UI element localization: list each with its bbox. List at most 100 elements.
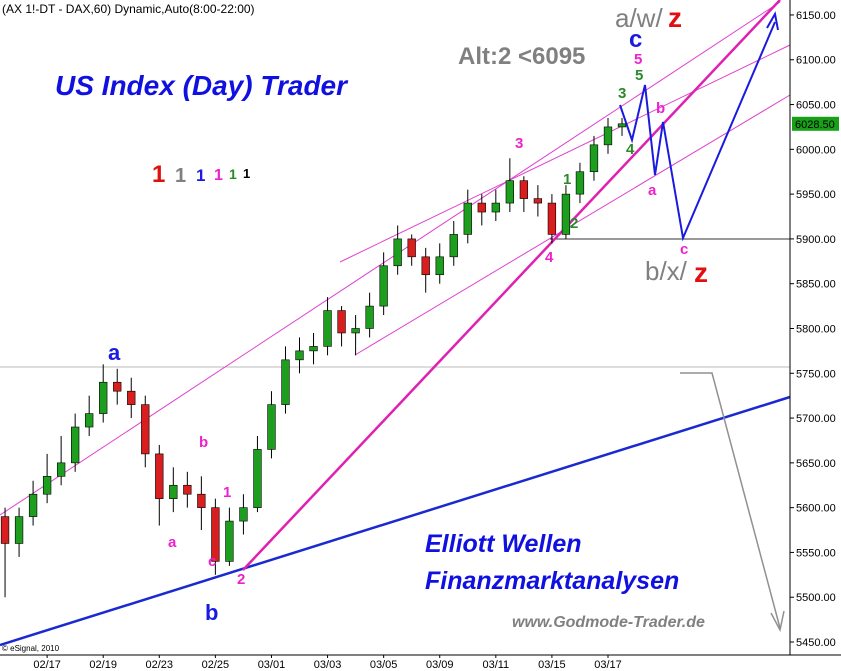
wave-degree: 1 [243, 166, 250, 181]
axes: 5450.00 5500.00 5550.00 5600.00 5650.00 5700.… [33, 10, 839, 671]
wave-label: 5 [634, 51, 642, 68]
y-tick-label: 6100.00 [796, 55, 836, 67]
y-tick-label: 5850.00 [796, 279, 836, 291]
wave-label: b [656, 100, 665, 117]
website: www.Godmode-Trader.de [512, 614, 705, 631]
x-tick-label: 03/03 [314, 659, 342, 671]
candle-body [183, 484, 192, 495]
candle-body [14, 516, 24, 544]
candle-body [379, 265, 388, 307]
copyright: © eSignal, 2010 [2, 644, 60, 653]
candle-body [435, 256, 444, 276]
candle-body [99, 381, 108, 414]
wave-label: 3 [515, 135, 523, 152]
y-tick-label: 6150.00 [796, 10, 836, 22]
channel-line [339, 44, 791, 263]
x-tick-label: 03/09 [426, 659, 454, 671]
candle-body [267, 404, 276, 450]
brand-text: Finanzmarktanalysen [425, 567, 679, 595]
wave-label: c [629, 26, 642, 53]
y-tick-label: 5600.00 [796, 503, 836, 515]
wave-degree: 1 [175, 165, 186, 187]
wave-degree: 1 [196, 166, 205, 185]
wave-label: 4 [545, 249, 554, 266]
y-tick-label: 5950.00 [796, 189, 836, 201]
candle-body [407, 238, 416, 258]
x-tick-label: 03/05 [370, 659, 398, 671]
alt-note: Alt:2 <6095 [458, 43, 585, 70]
candle-body [239, 507, 248, 522]
candle-body [533, 198, 543, 204]
wave-label: a/w/ [615, 3, 663, 33]
wave-label: a [168, 534, 177, 551]
candle-body [225, 520, 234, 562]
wave-projection [680, 372, 781, 629]
candle-body [169, 484, 178, 499]
x-tick-label: 03/15 [538, 659, 566, 671]
candle-body [211, 507, 220, 562]
candle-body [351, 328, 360, 334]
wave-label: b/x/ [645, 256, 688, 286]
candle-body [393, 238, 402, 267]
wave-projection [619, 21, 776, 242]
y-tick-label: 5500.00 [796, 592, 836, 604]
candle-body [337, 310, 346, 334]
x-tick-label: 02/19 [89, 659, 117, 671]
candle-body [477, 202, 486, 213]
candle-body [323, 310, 332, 347]
candle-body [127, 390, 136, 405]
drawings [0, 0, 791, 647]
last-price-box [792, 116, 839, 131]
y-tick-label: 5700.00 [796, 413, 836, 425]
wave-label: c [208, 553, 216, 570]
wave-label: z [668, 2, 682, 33]
last-price-label: 6028.50 [795, 119, 835, 131]
candle-body [113, 381, 122, 392]
wave-label: 1 [223, 484, 231, 501]
candle-body [589, 144, 599, 173]
wave-label: 1 [563, 171, 571, 188]
candle-body [519, 180, 529, 199]
candle-body [71, 426, 80, 464]
y-tick-label: 5750.00 [796, 368, 836, 380]
wave-degree: 1 [214, 167, 223, 184]
wave-degree: 1 [229, 166, 237, 182]
candle-body [617, 123, 627, 128]
candle-body [281, 359, 290, 405]
candle-body [505, 180, 514, 204]
candle-body [561, 193, 571, 235]
candle-body [463, 202, 472, 235]
candle-body [421, 256, 430, 276]
x-tick-label: 03/01 [258, 659, 286, 671]
heading: US Index (Day) Trader [55, 70, 349, 101]
wave-degree: 1 [152, 161, 165, 188]
y-tick-label: 6050.00 [796, 100, 836, 112]
wave-label: c [680, 241, 688, 258]
wave-label: a [108, 340, 121, 365]
trend-line [242, 0, 781, 571]
x-tick-label: 02/25 [202, 659, 230, 671]
trend-line [0, 395, 791, 647]
candle-body [547, 202, 557, 235]
y-tick-label: 6000.00 [796, 144, 836, 156]
wave-label: b [205, 600, 218, 625]
candle-body [449, 234, 458, 258]
x-tick-label: 03/17 [594, 659, 622, 671]
y-tick-label: 5650.00 [796, 458, 836, 470]
x-tick-label: 02/23 [146, 659, 174, 671]
candle-body [295, 350, 304, 361]
candle-body [253, 449, 262, 508]
wave-label: 3 [618, 85, 626, 102]
candle-body [155, 453, 164, 499]
candle-body [28, 493, 38, 517]
candle-body [56, 462, 66, 477]
candle-body [141, 404, 150, 455]
candle-body [85, 413, 94, 428]
wave-label: a [648, 182, 657, 199]
wave-label: 2 [570, 215, 578, 232]
candle-body [0, 516, 10, 544]
candles [0, 117, 627, 598]
channel-line [354, 94, 791, 356]
candle-body [197, 493, 206, 508]
